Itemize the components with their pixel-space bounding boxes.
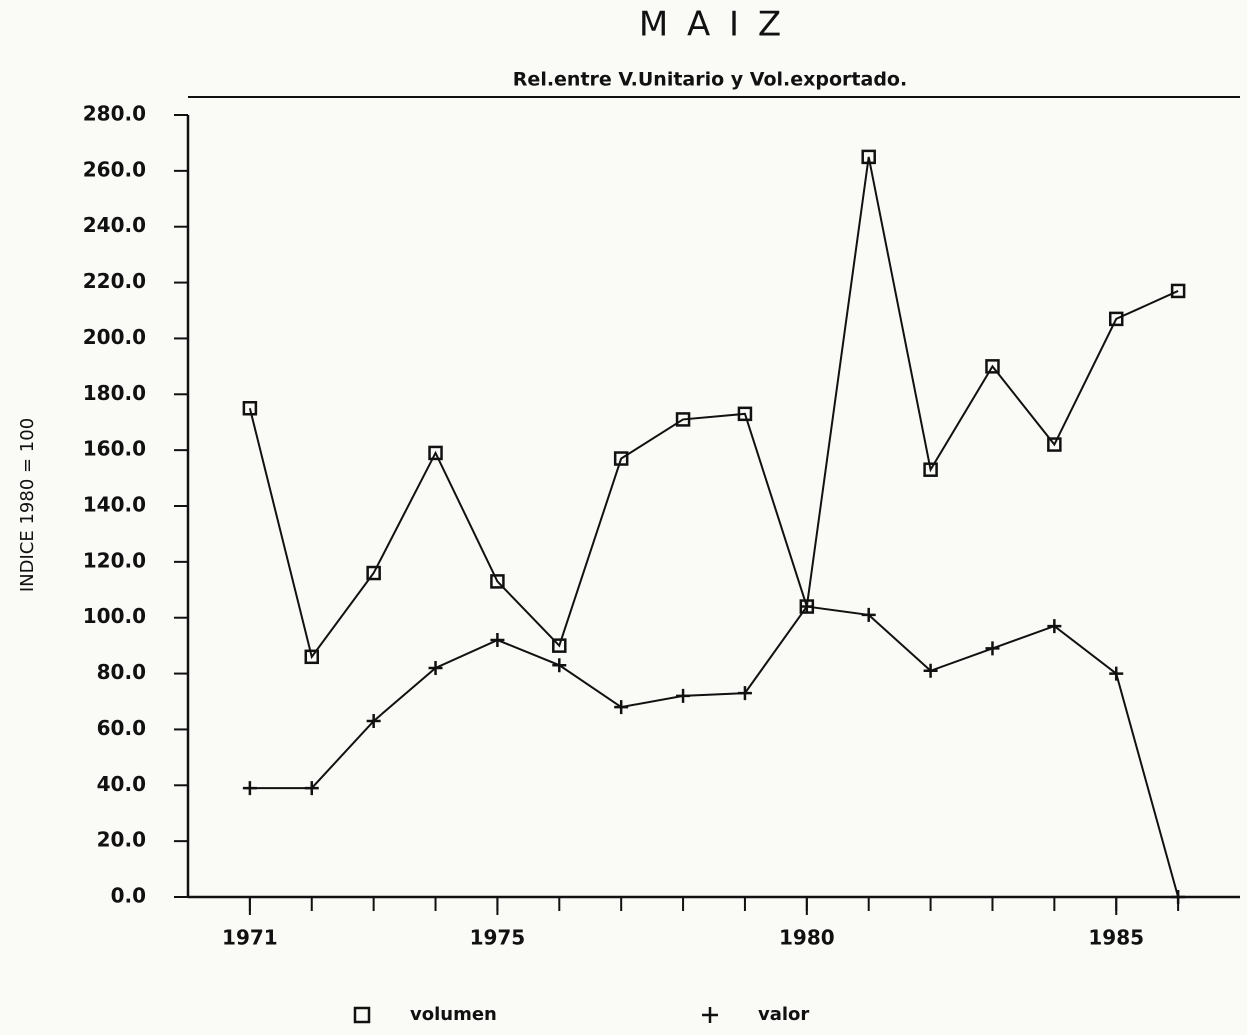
marker xyxy=(923,462,938,477)
marker xyxy=(366,714,381,729)
series-line xyxy=(248,156,1179,660)
y-tick-label: 120.0 xyxy=(83,548,146,572)
y-tick-label: 160.0 xyxy=(83,437,146,461)
y-tick-label: 20.0 xyxy=(97,828,146,852)
marker xyxy=(923,663,938,678)
y-tick-label: 100.0 xyxy=(83,604,146,628)
marker xyxy=(242,401,258,416)
marker xyxy=(861,149,876,165)
marker xyxy=(1047,437,1062,452)
y-tick-label: 240.0 xyxy=(83,213,146,237)
y-tick-label: 260.0 xyxy=(83,157,146,181)
y-axis-label: INDICE 1980 = 100 xyxy=(17,418,38,592)
chart-subtitle: Rel.entre V.Unitario y Vol.exportado. xyxy=(513,69,907,91)
marker xyxy=(552,658,567,673)
marker xyxy=(985,359,1000,374)
marker xyxy=(675,412,691,427)
marker xyxy=(799,599,814,614)
marker xyxy=(1109,666,1124,681)
marker xyxy=(490,574,505,589)
legend-label: volumen xyxy=(410,1004,497,1025)
series-line xyxy=(249,605,1180,898)
marker xyxy=(428,445,443,461)
marker xyxy=(490,633,505,648)
marker xyxy=(1171,890,1186,904)
y-tick-label: 180.0 xyxy=(83,381,146,405)
y-tick-label: 280.0 xyxy=(83,102,146,126)
y-tick-label: 80.0 xyxy=(97,660,146,684)
marker xyxy=(242,781,257,796)
marker xyxy=(428,660,443,675)
marker xyxy=(676,688,691,703)
marker xyxy=(1170,283,1186,299)
x-tick-label: 1985 xyxy=(1088,926,1144,950)
legend-marker xyxy=(702,1007,718,1023)
y-tick-label: 40.0 xyxy=(97,772,146,796)
y-tick-label: 60.0 xyxy=(97,716,146,740)
marker xyxy=(614,700,629,715)
marker xyxy=(1108,311,1124,327)
marker xyxy=(366,565,381,581)
x-tick-label: 1971 xyxy=(222,926,278,950)
chart-title: M A I Z xyxy=(639,5,785,45)
x-tick-label: 1975 xyxy=(470,926,526,950)
legend-label: valor xyxy=(758,1004,809,1025)
marker xyxy=(985,641,1000,656)
marker xyxy=(737,686,752,701)
marker xyxy=(861,607,876,622)
marker xyxy=(552,638,567,653)
legend-marker xyxy=(353,1006,371,1024)
marker xyxy=(304,649,320,665)
marker xyxy=(304,781,319,796)
y-tick-label: 220.0 xyxy=(83,269,146,293)
marker xyxy=(1047,619,1062,634)
x-tick-label: 1980 xyxy=(779,926,835,950)
marker xyxy=(613,451,629,466)
y-tick-label: 200.0 xyxy=(83,325,146,349)
y-tick-label: 0.0 xyxy=(111,884,146,908)
y-tick-label: 140.0 xyxy=(83,493,146,517)
marker xyxy=(737,406,753,422)
